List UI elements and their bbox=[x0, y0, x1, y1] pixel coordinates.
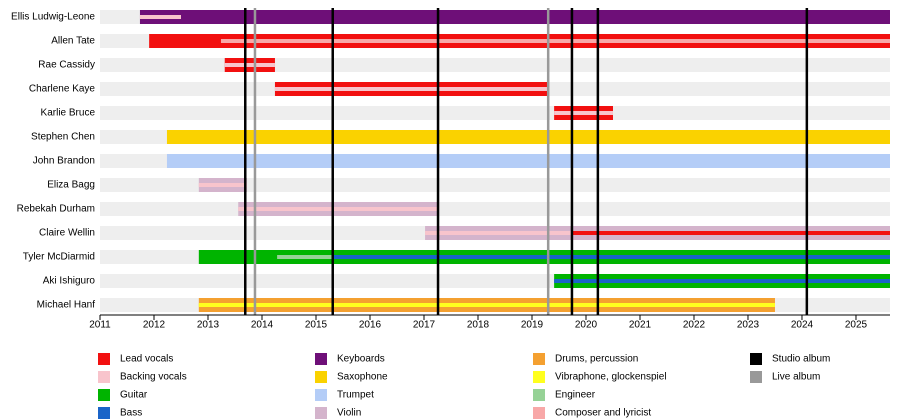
legend-swatch bbox=[315, 371, 327, 383]
role-stripe bbox=[220, 39, 891, 43]
x-tick-label: 2019 bbox=[521, 320, 544, 331]
x-tick-label: 2017 bbox=[413, 320, 436, 331]
member-label: Eliza Bagg bbox=[47, 180, 95, 191]
x-tick-label: 2020 bbox=[575, 320, 598, 331]
role-stripe bbox=[198, 183, 247, 187]
legend-label: Trumpet bbox=[337, 390, 374, 401]
role-stripe bbox=[554, 111, 613, 115]
role-stripe bbox=[332, 255, 890, 259]
role-stripe bbox=[198, 303, 775, 307]
legend-label: Studio album bbox=[772, 354, 830, 365]
role-stripe bbox=[425, 231, 572, 235]
legend-swatch bbox=[98, 371, 110, 383]
legend-label: Violin bbox=[337, 408, 361, 419]
legend-swatch bbox=[533, 371, 545, 383]
legend-swatch bbox=[750, 371, 762, 383]
x-tick-label: 2011 bbox=[89, 320, 111, 331]
legend-swatch bbox=[98, 407, 110, 419]
legend-label: Drums, percussion bbox=[555, 354, 638, 365]
legend-label: Lead vocals bbox=[120, 354, 173, 365]
member-label: Claire Wellin bbox=[39, 228, 95, 239]
x-tick-label: 2024 bbox=[791, 320, 814, 331]
x-tick-label: 2022 bbox=[683, 320, 706, 331]
legend-swatch bbox=[98, 389, 110, 401]
x-tick-label: 2021 bbox=[629, 320, 652, 331]
legend-label: Vibraphone, glockenspiel bbox=[555, 372, 667, 383]
legend-swatch bbox=[533, 389, 545, 401]
member-label: Aki Ishiguro bbox=[43, 276, 96, 287]
legend-label: Composer and lyricist bbox=[555, 408, 651, 419]
legend-label: Engineer bbox=[555, 390, 596, 401]
x-tick-label: 2023 bbox=[737, 320, 760, 331]
member-label: Tyler McDiarmid bbox=[23, 252, 95, 263]
role-stripe bbox=[238, 207, 439, 211]
member-label: Karlie Bruce bbox=[41, 108, 96, 119]
member-label: Allen Tate bbox=[51, 36, 95, 47]
member-label: John Brandon bbox=[33, 156, 95, 167]
x-tick-label: 2015 bbox=[305, 320, 328, 331]
row-band bbox=[100, 178, 890, 192]
legend-swatch bbox=[98, 353, 110, 365]
role-stripe bbox=[554, 279, 890, 283]
legend-label: Backing vocals bbox=[120, 372, 187, 383]
legend-swatch bbox=[750, 353, 762, 365]
role-stripe bbox=[224, 63, 275, 67]
legend-swatch bbox=[315, 389, 327, 401]
legend-swatch bbox=[533, 353, 545, 365]
x-tick-label: 2014 bbox=[251, 320, 274, 331]
legend-swatch bbox=[533, 407, 545, 419]
legend-label: Live album bbox=[772, 372, 820, 383]
legend-label: Keyboards bbox=[337, 354, 385, 365]
x-tick-label: 2018 bbox=[467, 320, 490, 331]
row-band bbox=[100, 202, 890, 216]
legend-label: Saxophone bbox=[337, 372, 388, 383]
row-band bbox=[100, 106, 890, 120]
role-bar bbox=[139, 10, 890, 24]
role-bar bbox=[166, 130, 890, 144]
role-stripe bbox=[274, 87, 549, 91]
legend-label: Guitar bbox=[120, 390, 148, 401]
role-bar bbox=[166, 154, 890, 168]
x-tick-label: 2016 bbox=[359, 320, 382, 331]
row-band bbox=[100, 58, 890, 72]
x-tick-label: 2012 bbox=[143, 320, 166, 331]
member-label: Rebekah Durham bbox=[17, 204, 95, 215]
member-label: Michael Hanf bbox=[37, 300, 96, 311]
member-label: Stephen Chen bbox=[31, 132, 95, 143]
role-stripe bbox=[139, 15, 181, 19]
x-tick-label: 2025 bbox=[845, 320, 868, 331]
member-label: Ellis Ludwig-Leone bbox=[11, 12, 95, 23]
x-tick-label: 2013 bbox=[197, 320, 220, 331]
member-label: Charlene Kaye bbox=[29, 84, 96, 95]
role-stripe bbox=[571, 231, 890, 235]
legend-label: Bass bbox=[120, 408, 142, 419]
role-stripe bbox=[277, 255, 333, 259]
member-label: Rae Cassidy bbox=[38, 60, 95, 71]
legend-swatch bbox=[315, 353, 327, 365]
legend-swatch bbox=[315, 407, 327, 419]
